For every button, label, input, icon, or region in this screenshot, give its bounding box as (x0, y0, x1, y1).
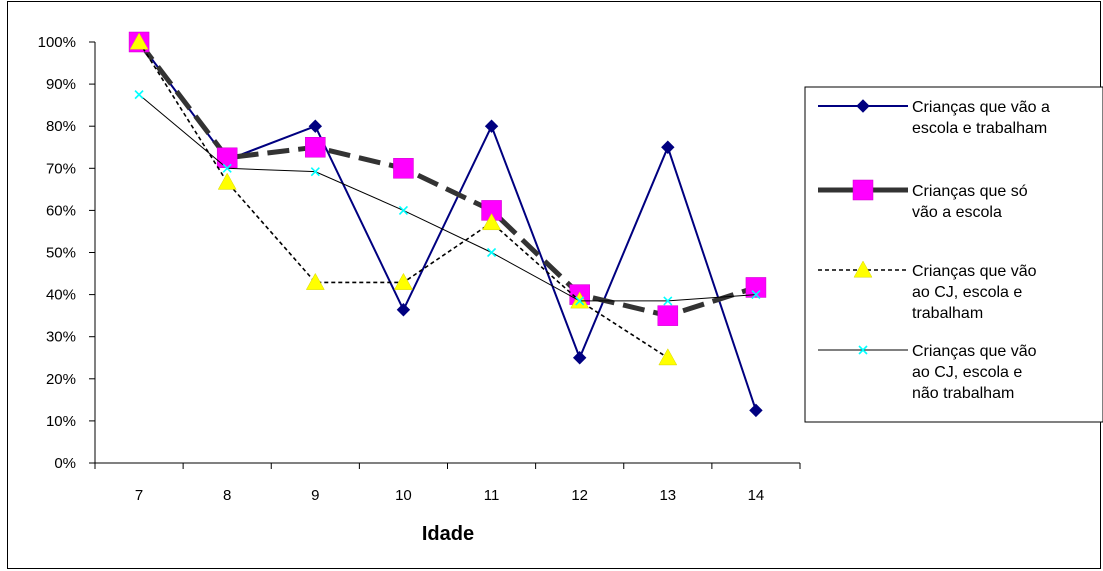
data-point (658, 348, 678, 366)
y-tick-label: 0% (54, 455, 76, 472)
y-tick-label: 60% (46, 202, 76, 219)
legend-label: não trabalham (912, 385, 1014, 402)
data-point (222, 163, 232, 173)
data-point (572, 351, 587, 365)
legend-marker (853, 260, 873, 278)
legend-label: vão a escola (912, 204, 1002, 221)
data-point (398, 205, 409, 215)
x-tick-label: 10 (395, 487, 412, 504)
chart-axes: 0% 10% 20% 30% 40% 50% 60% 70% 80% 90% 100% 7 8 9 10 11… (38, 34, 801, 504)
y-tick-label: 100% (38, 34, 76, 51)
legend-label: ao CJ, escola e (912, 364, 1022, 381)
x-tick-label: 9 (311, 487, 319, 504)
x-axis-title: Idade (422, 523, 474, 545)
series-line (138, 41, 757, 411)
data-point (134, 90, 144, 100)
legend-entry-4: Crianças que vão ao CJ, escola e não traba… (818, 343, 1037, 402)
marker-stroke (751, 290, 761, 300)
y-tick-label: 50% (46, 245, 76, 262)
data-point (663, 296, 673, 306)
data-point (394, 272, 413, 290)
legend-entry-1: Crianças que vão a escola e trabalham (818, 99, 1050, 137)
x-tick-label: 12 (571, 487, 588, 504)
x-tick-label: 13 (659, 487, 676, 504)
legend-marker (852, 179, 874, 201)
series-4 (134, 90, 761, 306)
legend-label: Crianças que vão (912, 263, 1037, 280)
data-point (749, 403, 763, 418)
legend-label: ao CJ, escola e (912, 284, 1022, 301)
legend-marker (856, 99, 870, 113)
x-tick-label: 7 (135, 487, 143, 504)
marker-stroke (134, 90, 144, 100)
legend-label: escola e trabalham (912, 120, 1047, 137)
x-tick-label: 8 (223, 487, 231, 504)
data-point (305, 137, 326, 158)
legend-label: Crianças que vão a (912, 99, 1050, 116)
data-point (484, 119, 499, 133)
data-point (486, 247, 497, 258)
data-point (305, 272, 325, 290)
data-point (661, 140, 675, 154)
legend-label: Crianças que só (912, 183, 1028, 200)
data-point (482, 213, 501, 231)
x-tick-label: 14 (748, 487, 765, 504)
data-point (751, 290, 761, 300)
legend-marker (858, 345, 868, 355)
data-point (310, 167, 320, 177)
y-tick-label: 90% (46, 76, 76, 93)
data-point (575, 296, 585, 306)
marker-stroke (310, 167, 320, 177)
marker-stroke (575, 296, 585, 306)
series-layer (128, 31, 767, 418)
data-point (216, 147, 238, 169)
series-line (137, 40, 757, 319)
legend-box (804, 86, 1103, 423)
legend-entry-2: Crianças que só vão a escola (818, 179, 1028, 221)
series-line (138, 94, 756, 302)
data-point (217, 172, 237, 190)
y-tick-label: 30% (46, 329, 76, 346)
y-tick-label: 40% (46, 287, 76, 304)
y-tick-label: 70% (46, 160, 76, 177)
x-tick-label: 11 (484, 487, 500, 504)
legend-label: trabalham (912, 305, 983, 322)
data-point (393, 158, 414, 179)
data-point (129, 32, 149, 50)
marker-stroke (858, 345, 868, 355)
y-tick-label: 20% (46, 371, 76, 388)
data-point (745, 277, 767, 298)
marker-stroke (398, 205, 409, 215)
marker-stroke (663, 296, 673, 306)
marker-stroke (222, 163, 232, 173)
legend-entry-3: Crianças que vão ao CJ, escola e trabalham (818, 260, 1037, 322)
legend-label: Crianças que vão (912, 343, 1037, 360)
y-tick-label: 10% (46, 413, 76, 430)
data-point (396, 303, 411, 317)
data-point (657, 305, 679, 326)
y-tick-label: 80% (46, 118, 76, 135)
marker-stroke (486, 247, 497, 258)
data-point (308, 119, 323, 133)
